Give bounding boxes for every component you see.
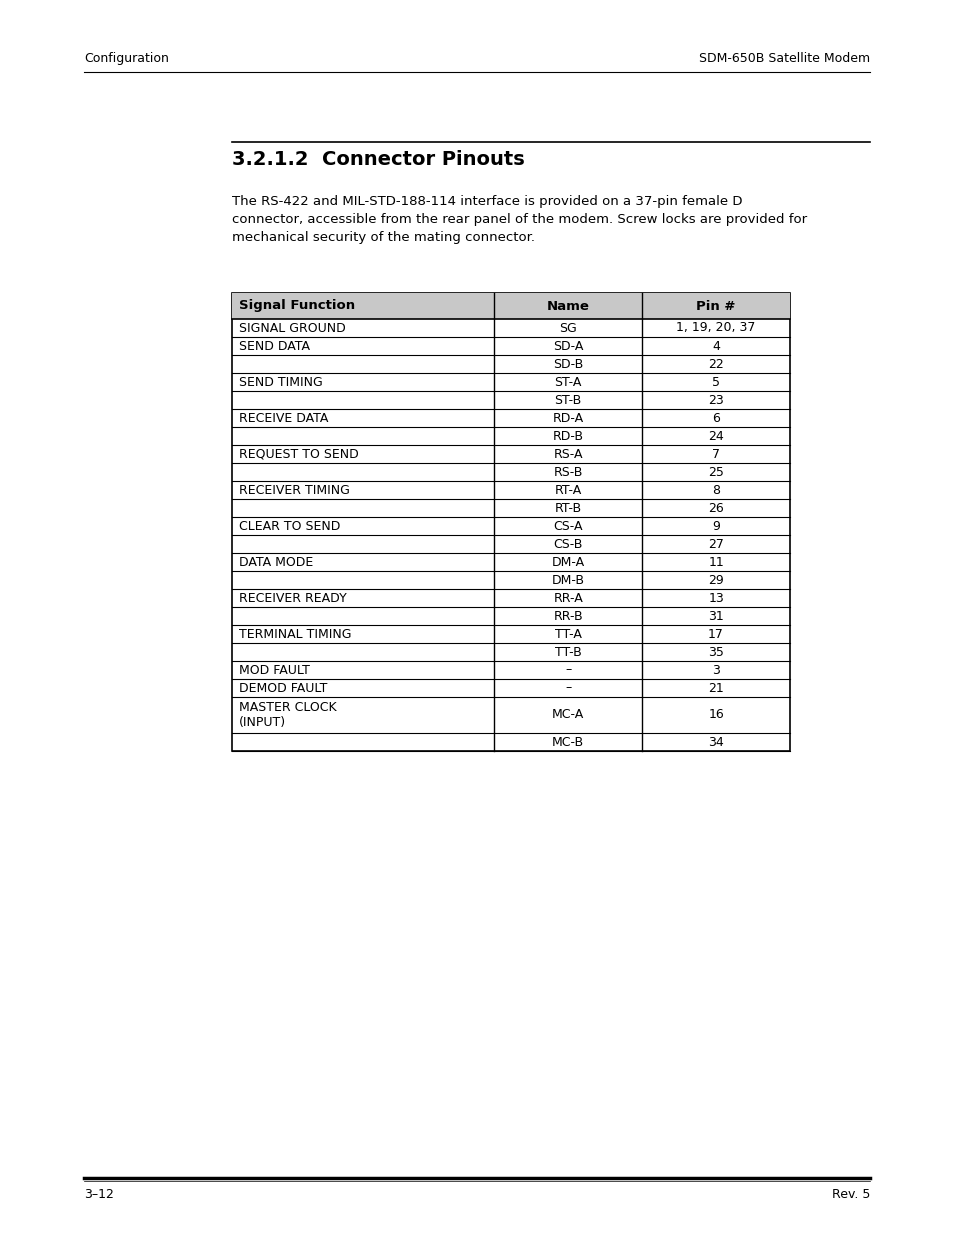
Text: 21: 21 [707, 682, 723, 694]
Text: RD-B: RD-B [552, 430, 583, 442]
Text: TT-B: TT-B [555, 646, 581, 658]
Text: Name: Name [546, 300, 589, 312]
Text: Configuration: Configuration [84, 52, 169, 65]
Text: 35: 35 [707, 646, 723, 658]
Text: 13: 13 [707, 592, 723, 604]
Text: ST-A: ST-A [554, 375, 581, 389]
Text: RT-A: RT-A [554, 483, 581, 496]
Text: 5: 5 [711, 375, 720, 389]
Text: –: – [564, 682, 571, 694]
Text: 26: 26 [707, 501, 723, 515]
Text: RECEIVE DATA: RECEIVE DATA [239, 411, 328, 425]
Text: RD-A: RD-A [552, 411, 583, 425]
Text: CLEAR TO SEND: CLEAR TO SEND [239, 520, 340, 532]
Text: SEND DATA: SEND DATA [239, 340, 310, 352]
Text: 3.2.1.2  Connector Pinouts: 3.2.1.2 Connector Pinouts [232, 149, 524, 169]
Text: 7: 7 [711, 447, 720, 461]
Text: RT-B: RT-B [554, 501, 581, 515]
Text: 11: 11 [707, 556, 723, 568]
Text: 25: 25 [707, 466, 723, 478]
Text: Signal Function: Signal Function [239, 300, 355, 312]
Text: 8: 8 [711, 483, 720, 496]
Text: TT-A: TT-A [555, 627, 581, 641]
Text: 23: 23 [707, 394, 723, 406]
Text: SEND TIMING: SEND TIMING [239, 375, 322, 389]
Text: SG: SG [558, 321, 577, 335]
Text: DM-B: DM-B [551, 573, 584, 587]
Text: SD-A: SD-A [553, 340, 583, 352]
Text: 6: 6 [711, 411, 720, 425]
Text: 1, 19, 20, 37: 1, 19, 20, 37 [676, 321, 755, 335]
Text: 3–12: 3–12 [84, 1188, 113, 1200]
Text: SIGNAL GROUND: SIGNAL GROUND [239, 321, 345, 335]
Text: 17: 17 [707, 627, 723, 641]
Text: Rev. 5: Rev. 5 [831, 1188, 869, 1200]
Text: –: – [564, 663, 571, 677]
Bar [232, 293, 789, 751]
Text: TERMINAL TIMING: TERMINAL TIMING [239, 627, 351, 641]
Text: RS-B: RS-B [553, 466, 582, 478]
Text: 16: 16 [707, 709, 723, 721]
Text: MASTER CLOCK
(INPUT): MASTER CLOCK (INPUT) [239, 701, 336, 729]
Text: MC-A: MC-A [552, 709, 583, 721]
Text: 22: 22 [707, 357, 723, 370]
Text: MC-B: MC-B [552, 736, 583, 748]
Text: CS-A: CS-A [553, 520, 582, 532]
Text: RR-B: RR-B [553, 610, 582, 622]
Text: 3: 3 [711, 663, 720, 677]
Text: ST-B: ST-B [554, 394, 581, 406]
Text: DATA MODE: DATA MODE [239, 556, 313, 568]
Bar [232, 293, 789, 319]
Text: MOD FAULT: MOD FAULT [239, 663, 310, 677]
Text: DEMOD FAULT: DEMOD FAULT [239, 682, 327, 694]
Text: SD-B: SD-B [553, 357, 582, 370]
Text: DM-A: DM-A [551, 556, 584, 568]
Text: RECEIVER READY: RECEIVER READY [239, 592, 346, 604]
Text: 27: 27 [707, 537, 723, 551]
Text: 9: 9 [711, 520, 720, 532]
Text: 29: 29 [707, 573, 723, 587]
Text: 24: 24 [707, 430, 723, 442]
Text: CS-B: CS-B [553, 537, 582, 551]
Text: RR-A: RR-A [553, 592, 582, 604]
Text: REQUEST TO SEND: REQUEST TO SEND [239, 447, 358, 461]
Text: RS-A: RS-A [553, 447, 582, 461]
Text: 31: 31 [707, 610, 723, 622]
Text: SDM-650B Satellite Modem: SDM-650B Satellite Modem [699, 52, 869, 65]
Text: RECEIVER TIMING: RECEIVER TIMING [239, 483, 350, 496]
Text: Pin #: Pin # [696, 300, 735, 312]
Text: 34: 34 [707, 736, 723, 748]
Text: 4: 4 [711, 340, 720, 352]
Text: The RS-422 and MIL-STD-188-114 interface is provided on a 37-pin female D
connec: The RS-422 and MIL-STD-188-114 interface… [232, 195, 806, 245]
